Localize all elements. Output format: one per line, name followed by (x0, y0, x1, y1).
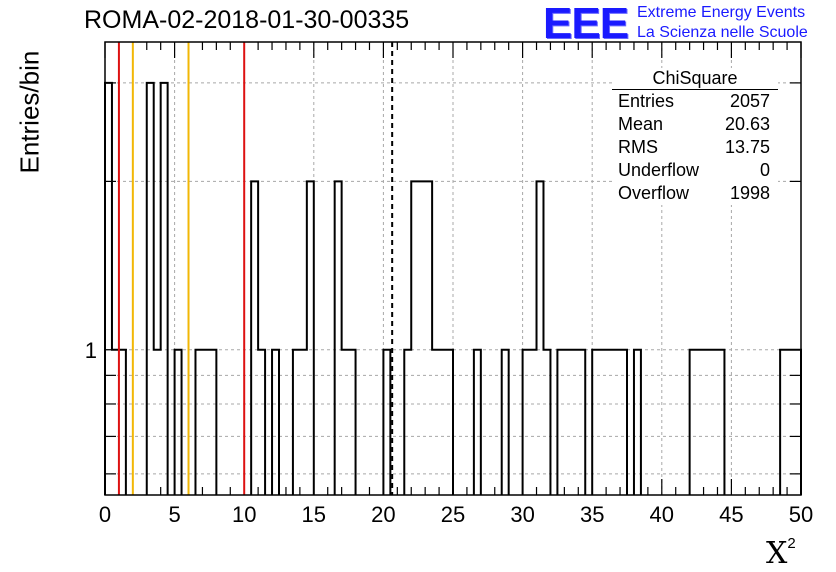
histogram-bin (474, 350, 481, 495)
histogram-bin (634, 350, 641, 495)
stats-value: 1998 (729, 183, 770, 203)
stats-value: 0 (759, 160, 770, 180)
stats-box: ChiSquare Entries 2057 Mean 20.63 RMS 13… (612, 68, 778, 205)
run-title: ROMA-02-2018-01-30-00335 (84, 6, 410, 34)
x-axis-label-superscript: 2 (787, 535, 796, 552)
logo-text: EEE (543, 0, 629, 48)
histogram-bin (411, 181, 432, 495)
x-tick-label: 45 (719, 502, 743, 527)
stats-title: ChiSquare (612, 68, 778, 90)
stats-row-overflow: Overflow 1998 (612, 182, 778, 205)
histogram-bin (154, 350, 161, 495)
stats-row-entries: Entries 2057 (612, 90, 778, 113)
histogram-bin (502, 350, 509, 495)
x-axis-label-symbol: X (766, 536, 788, 571)
histogram-bin (258, 350, 265, 495)
stats-label: Overflow (618, 183, 690, 203)
histogram-bin (293, 350, 307, 495)
stats-value: 20.63 (724, 114, 770, 134)
x-tick-label: 40 (650, 502, 674, 527)
stats-row-mean: Mean 20.63 (612, 113, 778, 136)
histogram-bin (543, 350, 550, 495)
histogram-bin (272, 350, 279, 495)
histogram-bin (592, 350, 627, 495)
logo-line-2: La Scienza nelle Scuole (637, 24, 808, 41)
stats-label: Mean (618, 114, 664, 134)
histogram-outline (104, 81, 802, 495)
stats-row-underflow: Underflow 0 (612, 159, 778, 182)
x-tick-label: 30 (510, 502, 534, 527)
x-tick-label: 25 (441, 502, 465, 527)
x-tick-label: 0 (99, 502, 111, 527)
x-tick-label: 15 (302, 502, 326, 527)
histogram-bin (780, 350, 801, 495)
histogram-bin (537, 181, 544, 495)
histogram-bin (251, 181, 258, 495)
stats-value: 2057 (729, 91, 770, 111)
x-axis-label: X2 (766, 535, 796, 571)
histogram-bin (307, 181, 314, 495)
histogram-bin (342, 350, 356, 495)
histogram-bin (147, 83, 154, 495)
stats-label: Underflow (618, 160, 700, 180)
x-tick-label: 10 (232, 502, 256, 527)
histogram-bin (335, 181, 342, 495)
stats-label: RMS (618, 137, 658, 157)
stats-value: 13.75 (724, 137, 770, 157)
histogram-bin (690, 350, 725, 495)
stats-label: Entries (618, 91, 675, 111)
histogram-bin (195, 350, 216, 495)
histogram-bin (523, 350, 537, 495)
logo-line-1: Extreme Energy Events (637, 4, 806, 21)
plot-frame (104, 41, 802, 496)
x-tick-label: 35 (580, 502, 604, 527)
histogram-bin (404, 350, 411, 495)
histogram-bin (105, 83, 112, 495)
histogram-bin (161, 83, 168, 495)
stats-row-rms: RMS 13.75 (612, 136, 778, 159)
x-tick-label: 5 (168, 502, 180, 527)
histogram-bin (432, 350, 453, 495)
histogram-bin (383, 350, 390, 495)
y-tick-label: 1 (85, 338, 97, 363)
histogram-bin (557, 350, 585, 495)
x-tick-label: 20 (371, 502, 395, 527)
histogram-bin (175, 350, 182, 495)
x-tick-label: 50 (789, 502, 813, 527)
